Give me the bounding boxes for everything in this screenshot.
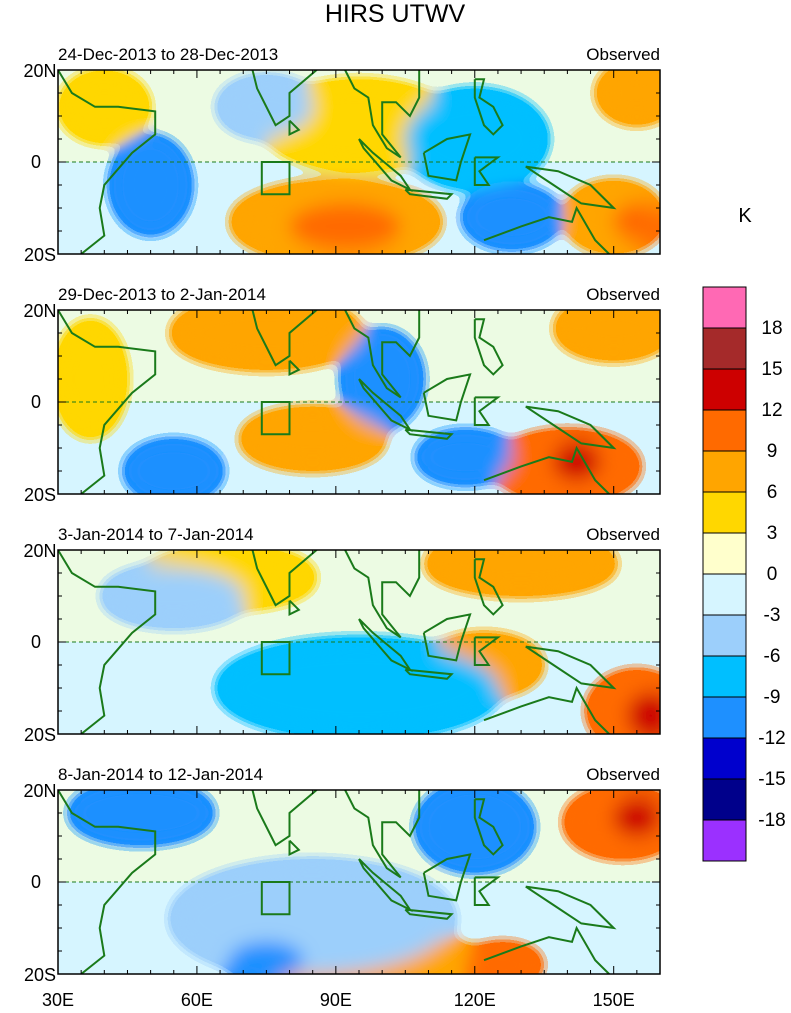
colorbar-tick-label: 9 xyxy=(767,441,778,462)
colorbar-tick-label: -12 xyxy=(758,728,785,749)
latitude-label: 0 xyxy=(31,632,41,652)
colorbar-swatch xyxy=(703,574,746,615)
latitude-label: 20N xyxy=(23,301,56,321)
colorbar-tick-label: -6 xyxy=(764,646,781,667)
latitude-label: 0 xyxy=(31,152,41,172)
panel-date-range: 24-Dec-2013 to 28-Dec-2013 xyxy=(58,45,278,64)
colorbar-tick-label: -3 xyxy=(764,605,781,626)
map-panel: 3-Jan-2014 to 7-Jan-2014 Observed 20N 0 20S xyxy=(23,525,683,748)
colorbar-tick-label: 3 xyxy=(767,523,778,544)
panel-label: Observed xyxy=(586,765,660,784)
panel-date-range: 8-Jan-2014 to 12-Jan-2014 xyxy=(58,765,263,784)
anomaly-field xyxy=(58,536,683,748)
colorbar-swatch xyxy=(703,328,746,369)
colorbar-tick-label: 6 xyxy=(767,482,778,503)
colorbar-swatch xyxy=(703,369,746,410)
panel-date-range: 29-Dec-2013 to 2-Jan-2014 xyxy=(58,285,266,304)
colorbar-tick-label: 15 xyxy=(761,359,782,380)
figure-title: HIRS UTWV xyxy=(325,0,466,28)
colorbar-swatch xyxy=(703,615,746,656)
map-panel: 8-Jan-2014 to 12-Jan-2014 Observed 20N 0 20S xyxy=(23,765,678,988)
colorbar-tick-label: 18 xyxy=(761,318,782,339)
colorbar-swatch xyxy=(703,779,746,820)
colorbar-swatch xyxy=(703,492,746,533)
colorbar-tick-label: -15 xyxy=(758,769,785,790)
anomaly-field xyxy=(58,65,674,258)
colorbar-tick-label: -18 xyxy=(758,810,785,831)
longitude-label: 90E xyxy=(320,990,352,1010)
colorbar-tick-label: 0 xyxy=(767,564,778,585)
latitude-label: 20S xyxy=(24,485,56,505)
map-panel: 24-Dec-2013 to 28-Dec-2013 Observed 20N 0 20… xyxy=(23,45,673,265)
panel-label: Observed xyxy=(586,45,660,64)
latitude-label: 0 xyxy=(31,392,41,412)
latitude-label: 20S xyxy=(24,245,56,265)
latitude-label: 20N xyxy=(23,781,56,801)
anomaly-field xyxy=(58,785,679,987)
colorbar-swatch xyxy=(703,451,746,492)
colorbar: 18 15 12 9 6 3 0 -3 -6 -9 -12 -15 -18 xyxy=(703,287,786,861)
colorbar-tick-label: -9 xyxy=(764,687,781,708)
longitude-label: 120E xyxy=(454,990,496,1010)
colorbar-tick-label: 12 xyxy=(761,400,782,421)
panel-date-range: 3-Jan-2014 to 7-Jan-2014 xyxy=(58,525,254,544)
panel-label: Observed xyxy=(586,285,660,304)
colorbar-unit-label: K xyxy=(738,205,752,227)
anomaly-field xyxy=(58,301,669,499)
colorbar-swatch xyxy=(703,533,746,574)
latitude-label: 20N xyxy=(23,61,56,81)
panel-label: Observed xyxy=(586,525,660,544)
latitude-label: 20S xyxy=(24,965,56,985)
latitude-label: 0 xyxy=(31,872,41,892)
colorbar-swatch xyxy=(703,656,746,697)
longitude-label: 150E xyxy=(593,990,635,1010)
longitude-label: 30E xyxy=(42,990,74,1010)
latitude-label: 20S xyxy=(24,725,56,745)
colorbar-swatch xyxy=(703,820,746,861)
colorbar-swatch xyxy=(703,697,746,738)
colorbar-swatch xyxy=(703,410,746,451)
longitude-axis: 30E 60E 90E 120E 150E xyxy=(42,990,635,1010)
colorbar-swatch xyxy=(703,738,746,779)
latitude-label: 20N xyxy=(23,541,56,561)
map-panel: 29-Dec-2013 to 2-Jan-2014 Observed 20N 0 20S xyxy=(23,285,669,505)
longitude-label: 60E xyxy=(181,990,213,1010)
colorbar-swatch xyxy=(703,287,746,328)
figure: HIRS UTWV 24-Dec-2013 to 28-Dec-2013 Obse… xyxy=(0,0,791,1013)
